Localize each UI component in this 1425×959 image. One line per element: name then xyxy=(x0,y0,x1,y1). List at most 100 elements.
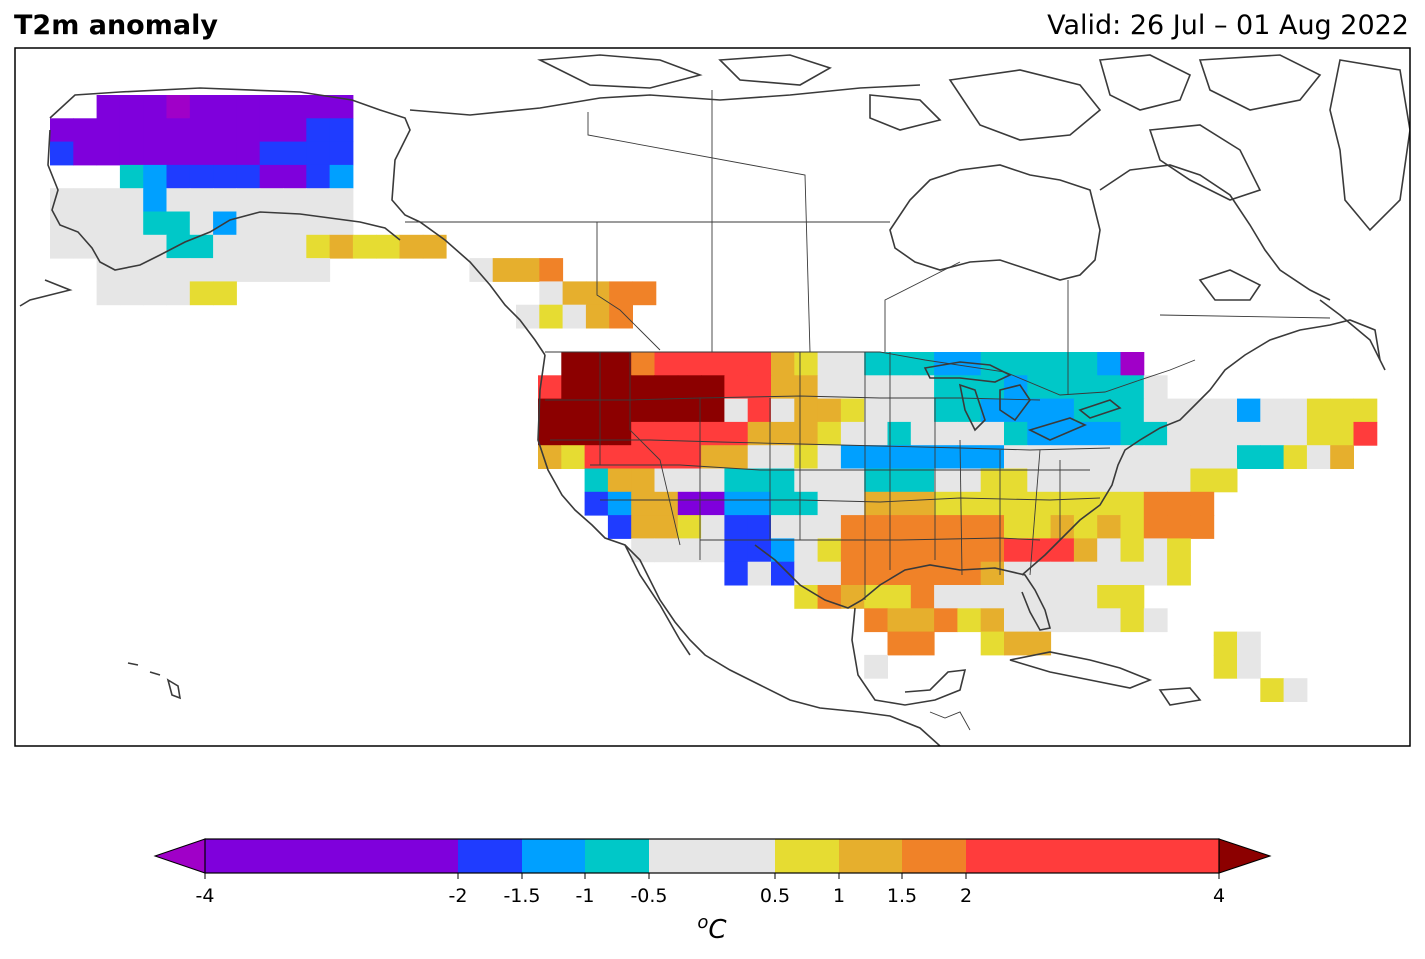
anomaly-cell xyxy=(794,445,819,469)
anomaly-cell xyxy=(539,281,564,306)
anomaly-cell xyxy=(771,538,795,563)
anomaly-cell xyxy=(259,258,284,282)
anomaly-cell xyxy=(283,258,307,282)
anomaly-cell xyxy=(1027,352,1052,376)
anomaly-cell xyxy=(166,281,191,306)
anomaly-cell xyxy=(561,445,586,469)
anomaly-cell xyxy=(329,141,354,166)
anomaly-cell xyxy=(1167,468,1191,493)
anomaly-cell xyxy=(539,304,564,329)
anomaly-cell xyxy=(119,95,144,119)
anomaly-cell xyxy=(864,561,888,586)
anomaly-cell xyxy=(1097,561,1121,586)
anomaly-cell xyxy=(1190,468,1215,493)
anomaly-cell xyxy=(747,375,772,400)
anomaly-cell xyxy=(817,445,842,469)
anomaly-cell xyxy=(1073,515,1098,539)
anomaly-cell xyxy=(1050,398,1075,423)
anomaly-cell xyxy=(771,468,795,493)
anomaly-cell xyxy=(1097,491,1121,516)
anomaly-cell xyxy=(910,445,935,469)
anomaly-cell xyxy=(957,352,982,376)
anomaly-cell xyxy=(283,141,307,166)
valid-date-range: Valid: 26 Jul – 01 Aug 2022 xyxy=(1047,10,1409,41)
anomaly-cell xyxy=(910,515,935,539)
anomaly-cell xyxy=(1167,515,1191,539)
anomaly-cell xyxy=(934,491,958,516)
anomaly-grid-alaska xyxy=(50,95,657,329)
anomaly-cell xyxy=(887,445,912,469)
anomaly-cell xyxy=(724,468,749,493)
anomaly-cell xyxy=(538,445,562,469)
anomaly-cell xyxy=(1050,585,1075,609)
anomaly-cell xyxy=(1097,352,1121,376)
anomaly-cell xyxy=(259,141,284,166)
anomaly-cell xyxy=(422,234,447,259)
anomaly-cell xyxy=(166,118,191,143)
anomaly-cell xyxy=(910,421,935,446)
anomaly-cell xyxy=(794,515,819,539)
anomaly-cell xyxy=(631,515,655,539)
anomaly-cell xyxy=(1027,515,1052,539)
anomaly-cell xyxy=(840,352,865,376)
anomaly-cell xyxy=(538,421,562,446)
anomaly-cell xyxy=(1167,491,1191,516)
anomaly-cell xyxy=(701,398,725,423)
anomaly-cell xyxy=(236,234,261,259)
anomaly-cell xyxy=(561,352,586,376)
anomaly-cell xyxy=(934,585,958,609)
anomaly-cell xyxy=(794,468,819,493)
anomaly-cell xyxy=(887,515,912,539)
anomaly-cell xyxy=(631,468,655,493)
anomaly-cell xyxy=(864,468,888,493)
anomaly-cell xyxy=(259,234,284,259)
anomaly-cell xyxy=(1097,375,1121,400)
anomaly-cell xyxy=(1120,491,1145,516)
anomaly-cell xyxy=(747,468,772,493)
anomaly-cell xyxy=(1097,421,1121,446)
anomaly-cell xyxy=(1097,445,1121,469)
anomaly-cell xyxy=(980,445,1005,469)
anomaly-cell xyxy=(1120,585,1145,609)
anomaly-cell xyxy=(236,118,261,143)
anomaly-cell xyxy=(701,515,725,539)
colorbar-bin xyxy=(458,839,522,873)
anomaly-cell xyxy=(306,258,331,282)
anomaly-cell xyxy=(1260,678,1285,702)
anomaly-cell xyxy=(840,538,865,563)
anomaly-cell xyxy=(1213,468,1238,493)
anomaly-cell xyxy=(817,352,842,376)
anomaly-cell xyxy=(747,352,772,376)
anomaly-cell xyxy=(1004,375,1028,400)
anomaly-cell xyxy=(516,304,540,329)
anomaly-cell xyxy=(1120,515,1145,539)
anomaly-cell xyxy=(631,538,655,563)
anomaly-cell xyxy=(119,258,144,282)
anomaly-cell xyxy=(143,188,167,212)
anomaly-cell xyxy=(980,631,1005,656)
anomaly-cell xyxy=(306,118,331,143)
anomaly-cell xyxy=(957,585,982,609)
anomaly-cell xyxy=(1004,421,1028,446)
anomaly-cell xyxy=(166,258,191,282)
anomaly-cell xyxy=(1213,445,1238,469)
anomaly-cell xyxy=(607,468,632,493)
anomaly-cell xyxy=(701,421,725,446)
anomaly-cell xyxy=(747,538,772,563)
anomaly-cell xyxy=(1283,421,1308,446)
anomaly-cell xyxy=(747,421,772,446)
anomaly-cell xyxy=(1143,421,1168,446)
anomaly-cell xyxy=(934,608,958,633)
anomaly-cell xyxy=(840,491,865,516)
map-frame xyxy=(14,47,1411,747)
anomaly-map xyxy=(14,47,1411,747)
anomaly-cell xyxy=(887,631,912,656)
anomaly-cell xyxy=(980,538,1005,563)
anomaly-cell xyxy=(701,445,725,469)
anomaly-cell xyxy=(1027,538,1052,563)
anomaly-cell xyxy=(677,538,702,563)
anomaly-cell xyxy=(1073,538,1098,563)
anomaly-cell xyxy=(631,375,655,400)
anomaly-cell xyxy=(329,234,354,259)
anomaly-cell xyxy=(259,211,284,236)
